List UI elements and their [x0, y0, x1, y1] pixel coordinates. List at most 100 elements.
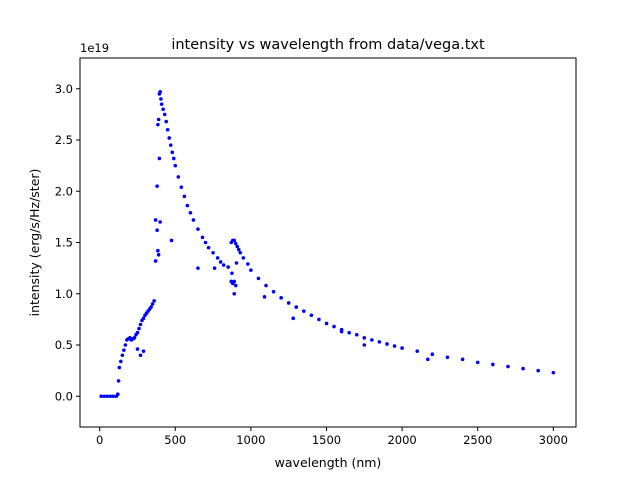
x-tick-label: 2500 [463, 433, 492, 447]
data-point [196, 227, 200, 231]
data-point [235, 244, 240, 249]
data-point [171, 156, 176, 161]
data-point [161, 107, 165, 112]
x-tick-label: 0 [96, 433, 103, 447]
data-point [157, 156, 162, 161]
data-point [159, 102, 164, 106]
data-point [105, 394, 110, 399]
data-point [286, 301, 291, 305]
data-point [169, 238, 174, 243]
data-point [232, 291, 237, 296]
data-point [116, 379, 121, 383]
data-point [317, 317, 321, 322]
data-point [377, 340, 382, 344]
data-point [362, 343, 367, 347]
data-point [332, 324, 336, 329]
data-point [120, 353, 125, 358]
y-tick-label: 2.0 [55, 184, 73, 198]
data-point [153, 218, 158, 222]
plot-frame [79, 57, 577, 428]
data-point [149, 305, 153, 309]
data-point [162, 112, 167, 117]
x-tick-label: 2000 [387, 433, 416, 447]
data-point [294, 305, 299, 309]
y-ticks: 0.0 0.5 1.0 1.5 2.0 2.5 3.0 [55, 82, 80, 403]
y-tick-label: 1.0 [55, 287, 73, 301]
data-point [141, 316, 146, 321]
data-point [116, 392, 120, 397]
data-point [279, 296, 283, 300]
data-point [167, 136, 172, 140]
data-point [179, 185, 184, 189]
x-tick-label: 500 [164, 433, 186, 447]
data-point [233, 283, 238, 288]
data-point [132, 336, 137, 340]
data-point [445, 355, 450, 360]
data-point [400, 346, 404, 350]
data-point [370, 338, 374, 342]
data-point [324, 321, 329, 326]
y-offset-text: 1e19 [80, 41, 109, 55]
y-tick-label: 1.5 [55, 236, 73, 250]
data-point [108, 394, 113, 399]
data-point [185, 203, 190, 208]
data-point [426, 357, 430, 362]
data-point [173, 163, 178, 168]
data-point [155, 184, 159, 188]
data-point [156, 253, 161, 257]
data-point [135, 347, 140, 351]
data-point [168, 143, 173, 147]
data-point [521, 366, 525, 371]
data-point [122, 348, 126, 352]
data-point [165, 127, 170, 132]
data-point [138, 322, 143, 327]
data-point [102, 394, 106, 399]
data-point [232, 238, 237, 243]
data-point [491, 362, 495, 367]
data-point [221, 263, 226, 267]
data-point [170, 150, 175, 155]
x-tick-label: 3000 [539, 433, 568, 447]
data-point [392, 344, 397, 348]
data-point [158, 220, 162, 224]
data-point [347, 330, 351, 335]
data-point [176, 175, 181, 179]
data-point [119, 359, 123, 364]
data-point [135, 330, 140, 335]
data-point [264, 283, 268, 288]
data-point [138, 353, 143, 358]
scatter-points [99, 90, 556, 399]
data-point [460, 357, 465, 362]
data-point [117, 365, 122, 370]
data-point [430, 352, 435, 357]
data-point [262, 295, 267, 299]
data-point [212, 266, 217, 270]
data-point [123, 343, 128, 347]
data-point [246, 262, 250, 266]
data-point [141, 349, 146, 353]
data-point [234, 261, 239, 265]
data-point [191, 218, 196, 222]
data-point [506, 364, 510, 369]
data-point [215, 256, 220, 260]
data-point [206, 245, 211, 250]
data-point [156, 122, 160, 127]
data-point [111, 394, 116, 399]
data-point [182, 194, 187, 199]
data-point [238, 250, 243, 255]
y-tick-label: 2.5 [55, 133, 73, 147]
y-axis-label: intensity (erg/s/Hz/ster) [27, 169, 42, 317]
data-point [354, 332, 359, 337]
data-point [137, 326, 141, 331]
data-point [309, 313, 314, 318]
data-point [291, 316, 296, 321]
data-point [271, 289, 276, 294]
x-axis-label: wavelength (nm) [275, 455, 382, 470]
data-point [339, 329, 344, 334]
data-point [211, 250, 215, 255]
data-point [236, 247, 241, 252]
data-point [152, 299, 156, 303]
chart-title: intensity vs wavelength from data/vega.t… [171, 37, 485, 53]
